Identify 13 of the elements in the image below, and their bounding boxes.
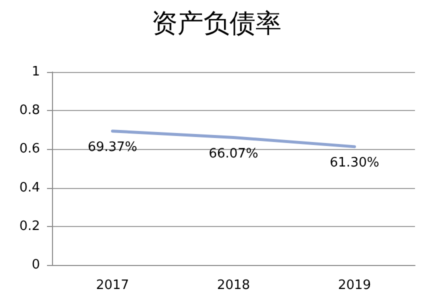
x-tick-label: 2019	[338, 278, 372, 293]
chart-title: 资产负债率	[152, 9, 282, 39]
y-tick-label: 0.4	[19, 180, 40, 196]
y-tick-label: 0.6	[19, 142, 40, 157]
y-tick-label: 1	[32, 64, 40, 80]
y-tick-label: 0.8	[19, 103, 40, 118]
y-tick-label: 0	[32, 258, 40, 272]
data-label: 61.30%	[330, 156, 380, 171]
y-tick-label: 0.2	[19, 218, 40, 234]
x-tick-label: 2018	[216, 278, 250, 293]
data-label: 66.07%	[208, 146, 258, 162]
x-tick-label: 2017	[96, 278, 130, 293]
data-label: 69.37%	[88, 140, 138, 156]
